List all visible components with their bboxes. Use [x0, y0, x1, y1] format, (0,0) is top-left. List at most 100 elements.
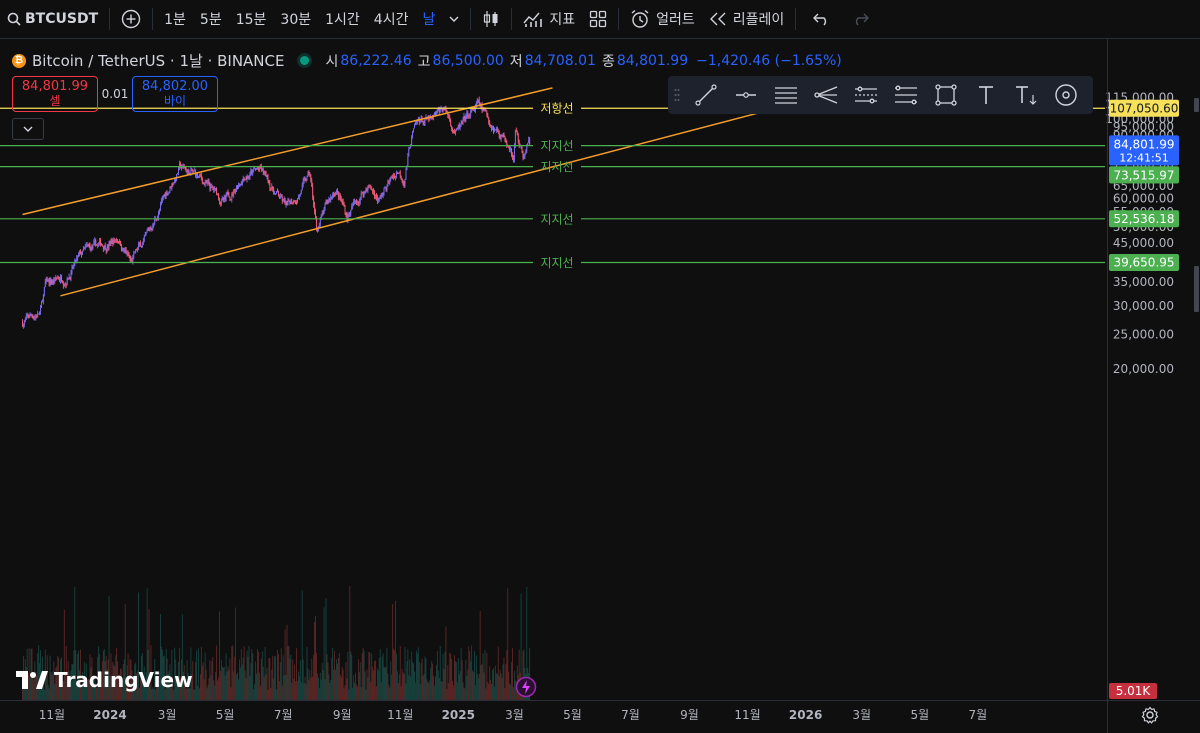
interval-4h[interactable]: 4시간 [373, 12, 409, 28]
volume-bar [306, 647, 308, 700]
scroll-handle[interactable] [1194, 98, 1199, 112]
flash-icon[interactable] [515, 676, 537, 698]
text-tool[interactable] [966, 76, 1006, 114]
sell-button[interactable]: 84,801.99 셀 [12, 76, 98, 112]
volume-bar [427, 681, 429, 700]
candle-body [199, 174, 201, 176]
candle-body [470, 111, 472, 116]
volume-bar [277, 650, 278, 700]
candle-body [490, 124, 492, 126]
candle-body [289, 200, 291, 204]
candle-body [133, 252, 135, 257]
candle-body [378, 198, 380, 200]
volume-bar [522, 650, 524, 700]
candle-body [56, 277, 58, 279]
volume-bar [348, 689, 350, 700]
collapse-legend-button[interactable] [12, 118, 44, 140]
scroll-handle[interactable] [1194, 266, 1199, 312]
volume-bar [289, 658, 291, 700]
candles-icon [484, 11, 498, 27]
separator [109, 8, 111, 30]
volume-bar [189, 688, 191, 700]
volume-bar [454, 661, 456, 700]
parallel-channel-tool[interactable] [766, 76, 806, 114]
fib-fan-tool[interactable] [806, 76, 846, 114]
trend-line-tool[interactable] [686, 76, 726, 114]
interval-1m[interactable]: 1분 [164, 12, 186, 28]
volume-bar [40, 650, 41, 700]
gear-icon[interactable] [1141, 706, 1159, 724]
candle-body [342, 201, 344, 205]
volume-bar [477, 678, 479, 700]
replay-button[interactable]: 리플레이 [702, 0, 792, 38]
volume-bar [424, 656, 426, 700]
drag-handle-icon[interactable] [668, 88, 686, 102]
symbol-name: BTCUSDT [25, 11, 99, 27]
legend-title: Bitcoin / TetherUS · 1날 · BINANCE [32, 52, 285, 70]
candle-body [277, 191, 278, 193]
candle-body [357, 202, 359, 204]
price-range-tool[interactable] [846, 76, 886, 114]
candle-body [169, 186, 171, 192]
volume-bar [91, 657, 93, 700]
interval-1d[interactable]: 날 [422, 12, 436, 28]
volume-bar [391, 674, 393, 700]
volume-bar [166, 658, 168, 700]
candle-body [360, 192, 362, 198]
price-axis[interactable]: 20,000.0025,000.0030,000.0035,000.0040,0… [1105, 39, 1200, 699]
candle-body [318, 224, 320, 227]
time-axis[interactable]: 11월 2024 3월 5월 7월 9월 11월 2025 3월 5월 7월 9월 11월 2026 3월 5… [0, 39, 1200, 733]
candle-body [529, 139, 531, 145]
candle-body [58, 277, 60, 280]
volume-bar [347, 651, 349, 700]
candle-body [267, 175, 269, 181]
symbol-search[interactable]: BTCUSDT [0, 0, 105, 38]
volume-bar [138, 592, 139, 700]
volume-bar [102, 650, 104, 700]
volume-bar [370, 681, 372, 700]
buy-button[interactable]: 84,802.00 바이 [132, 76, 218, 112]
candle-body [431, 117, 433, 119]
volume-bar [406, 661, 408, 700]
volume-bar [474, 685, 476, 700]
volume-bar [376, 668, 378, 700]
compare-symbol-button[interactable] [114, 0, 148, 38]
candle-body [61, 280, 63, 284]
interval-dropdown[interactable] [442, 0, 466, 38]
fib-retracement-tool[interactable] [886, 76, 926, 114]
candle-body [494, 129, 496, 131]
interval-15m[interactable]: 15분 [235, 12, 267, 28]
candle-body [31, 314, 33, 316]
volume-bar [270, 687, 272, 700]
candle-body [172, 183, 174, 185]
volume-bar [430, 668, 432, 700]
volume-bar [269, 658, 271, 700]
rectangle-tool[interactable] [926, 76, 966, 114]
volume-bar [447, 664, 449, 700]
settings-tool[interactable] [1046, 76, 1086, 114]
candle-body [229, 197, 231, 200]
volume-bar [64, 672, 66, 700]
search-icon [7, 12, 21, 26]
interval-5m[interactable]: 5분 [199, 12, 222, 28]
volume-bar [63, 609, 65, 700]
volume-bar [499, 669, 501, 700]
anchored-text-tool[interactable] [1006, 76, 1046, 114]
candle-body [135, 249, 137, 253]
redo-button[interactable] [844, 0, 876, 38]
volume-bar [42, 679, 44, 700]
candle-body [144, 234, 146, 237]
undo-button[interactable] [806, 0, 838, 38]
chart-type-button[interactable] [475, 0, 507, 38]
interval-30m[interactable]: 30분 [280, 12, 312, 28]
volume-bar [456, 682, 458, 700]
interval-1h[interactable]: 1시간 [325, 12, 360, 28]
horizontal-ray-tool[interactable] [726, 76, 766, 114]
volume-bar [188, 688, 190, 700]
alerts-button[interactable]: 얼러트 [623, 0, 702, 38]
layouts-button[interactable] [582, 0, 614, 38]
candle-body [285, 203, 287, 205]
candle-body [319, 219, 321, 225]
indicators-button[interactable]: 지표 [516, 0, 582, 38]
